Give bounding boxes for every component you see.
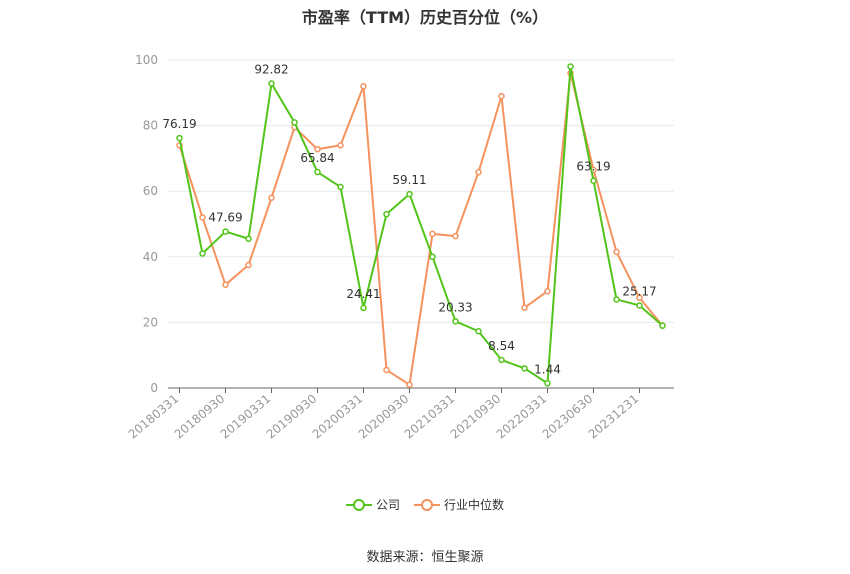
data-label: 63.19 [576, 160, 610, 174]
y-tick-label: 20 [143, 315, 158, 329]
legend-industry-line-icon [414, 498, 440, 511]
data-point-company [567, 63, 574, 70]
x-tick-label: 20231231 [586, 392, 642, 442]
data-point-industry-median [360, 82, 367, 90]
x-tick-label: 20210930 [448, 392, 504, 442]
legend-industry-label: 行业中位数 [444, 498, 505, 512]
data-point-company [613, 296, 620, 303]
y-tick-label: 60 [143, 184, 158, 198]
legend-company-label: 公司 [375, 498, 400, 512]
data-point-company [429, 253, 436, 261]
legend-company-line-icon [345, 498, 372, 511]
y-tick-label: 80 [143, 119, 158, 133]
data-point-industry-median [636, 294, 643, 302]
data-point-company [337, 183, 344, 191]
data-point-industry-median [222, 281, 229, 288]
data-point-industry-median [337, 142, 344, 149]
data-point-industry-median [521, 304, 528, 311]
data-label: 1.44 [534, 362, 561, 376]
data-point-industry-median [314, 145, 321, 153]
data-point-company [544, 380, 551, 387]
data-point-industry-median [268, 194, 275, 202]
data-point-industry-median [452, 232, 459, 240]
series-line-industry-median [178, 72, 664, 386]
data-point-industry-median [245, 261, 252, 269]
x-tick-label: 20220331 [494, 392, 550, 442]
data-point-industry-median [544, 287, 551, 295]
legend: 公司 行业中位数 [0, 496, 850, 513]
data-point-company [199, 250, 206, 257]
data-point-company [176, 134, 183, 142]
data-point-company [475, 328, 482, 335]
legend-item-company[interactable]: 公司 [345, 496, 400, 513]
data-label: 24.41 [346, 287, 380, 301]
data-point-company [452, 318, 459, 325]
data-point-company [636, 302, 643, 309]
chart-title: 市盈率（TTM）历史百分位（%） [301, 8, 549, 27]
data-label: 92.82 [254, 63, 288, 77]
x-tick-label: 20200930 [356, 392, 412, 442]
data-label: 20.33 [438, 300, 472, 314]
x-tick-label: 20200331 [310, 392, 366, 442]
data-point-company [383, 210, 390, 218]
data-label: 65.84 [300, 151, 334, 165]
data-label: 47.69 [208, 211, 242, 225]
series-line-company [178, 65, 664, 385]
data-label: 8.54 [488, 339, 515, 353]
x-tick-label: 20180930 [172, 392, 228, 442]
data-point-company [406, 190, 413, 198]
series-layer [176, 63, 666, 388]
y-tick-label: 0 [150, 381, 158, 395]
data-point-company [268, 80, 275, 87]
data-point-company [498, 356, 505, 364]
data-point-company [659, 322, 666, 329]
data-point-industry-median [475, 168, 482, 176]
data-point-company [590, 177, 597, 184]
data-point-company [360, 304, 367, 312]
data-labels: 76.19 47.69 92.82 65.84 24.41 59.11 20.33 8.54 1… [162, 63, 656, 377]
grid-lines [168, 59, 674, 323]
data-label: 25.17 [622, 284, 656, 298]
data-point-industry-median [199, 214, 206, 221]
data-point-company [222, 228, 229, 235]
data-point-company [245, 235, 252, 243]
x-tick-label: 20190930 [264, 392, 320, 442]
data-point-industry-median [498, 92, 505, 100]
legend-item-industry-median[interactable]: 行业中位数 [414, 496, 504, 513]
data-source: 数据来源：恒生聚源 [366, 550, 484, 565]
x-tick-label: 20210331 [402, 392, 458, 442]
data-label: 76.19 [162, 117, 196, 131]
data-point-industry-median [429, 230, 436, 238]
y-tick-label: 40 [143, 250, 158, 264]
y-tick-label: 100 [135, 53, 158, 67]
data-point-company [314, 168, 321, 176]
x-tick-label: 20190331 [218, 392, 274, 442]
data-point-industry-median [383, 366, 390, 374]
data-label: 59.11 [392, 173, 426, 187]
data-point-company [521, 365, 528, 372]
x-tick-label: 20180331 [126, 392, 182, 442]
data-point-industry-median [406, 381, 413, 388]
data-point-company [291, 119, 298, 126]
data-point-industry-median [613, 248, 620, 256]
x-tick-label: 20230630 [540, 392, 596, 442]
